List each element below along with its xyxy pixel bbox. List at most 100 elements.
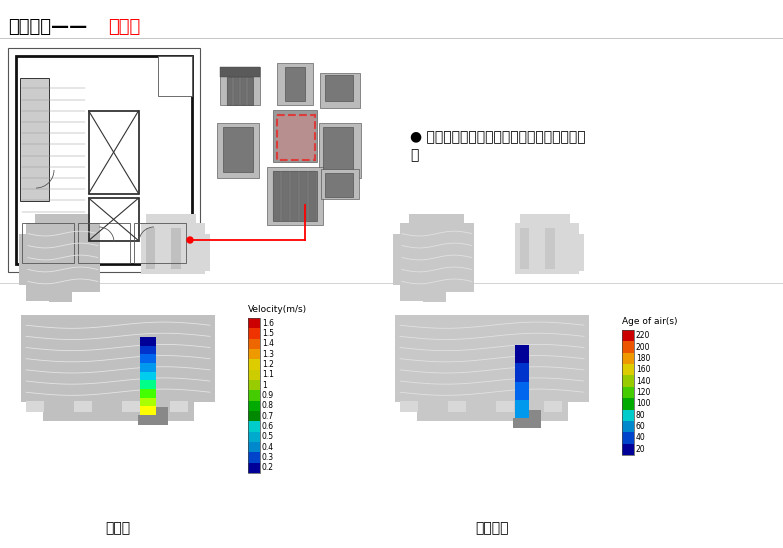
Bar — [248, 421, 260, 432]
Bar — [248, 452, 260, 463]
Bar — [21, 315, 215, 402]
Bar — [16, 56, 192, 264]
Bar — [448, 401, 466, 412]
Text: 1.5: 1.5 — [262, 329, 274, 338]
Text: 80: 80 — [636, 411, 646, 420]
Bar — [138, 415, 168, 425]
Bar — [146, 214, 197, 227]
Bar — [496, 401, 514, 412]
Bar — [200, 234, 210, 271]
Bar — [8, 48, 200, 272]
Bar — [217, 123, 259, 178]
Text: 40: 40 — [636, 433, 646, 442]
Text: 0.5: 0.5 — [262, 432, 274, 441]
Bar — [248, 463, 260, 473]
Bar — [273, 171, 280, 221]
Bar — [319, 123, 361, 178]
Bar — [140, 337, 156, 346]
Bar — [227, 77, 232, 105]
Bar — [140, 372, 156, 381]
Bar — [622, 330, 634, 341]
Bar — [140, 406, 156, 415]
Bar — [513, 418, 541, 428]
Bar — [392, 234, 404, 284]
Bar — [622, 387, 634, 398]
Bar — [622, 341, 634, 353]
Bar — [248, 401, 260, 412]
Bar — [273, 171, 317, 221]
Text: 0.7: 0.7 — [262, 412, 274, 421]
Bar — [515, 345, 529, 364]
Bar — [515, 223, 579, 273]
Bar — [325, 173, 353, 197]
Text: 风速图: 风速图 — [106, 521, 131, 535]
Bar — [248, 318, 260, 329]
Bar — [622, 421, 634, 432]
Bar — [88, 198, 139, 241]
Text: 性能评价——: 性能评价—— — [8, 18, 87, 36]
Bar — [622, 409, 634, 421]
Text: Age of air(s): Age of air(s) — [622, 317, 677, 326]
Bar — [78, 222, 130, 263]
Bar — [140, 346, 156, 355]
Bar — [26, 287, 49, 301]
Bar — [42, 402, 194, 421]
Bar — [529, 410, 541, 428]
Bar — [220, 67, 260, 105]
Bar — [121, 401, 140, 412]
Bar — [622, 375, 634, 387]
Bar — [267, 167, 323, 225]
Bar — [291, 171, 298, 221]
Bar — [325, 75, 353, 101]
Bar — [520, 214, 570, 227]
Text: 60: 60 — [636, 422, 646, 431]
Bar — [141, 223, 205, 273]
Bar — [26, 223, 99, 292]
Bar — [622, 398, 634, 410]
Bar — [575, 234, 584, 271]
Bar — [248, 432, 260, 442]
Bar — [234, 77, 239, 105]
Text: 道: 道 — [410, 148, 418, 162]
Bar — [622, 330, 634, 455]
Bar — [568, 315, 589, 402]
Bar — [622, 444, 634, 455]
Text: 0.2: 0.2 — [262, 463, 274, 472]
Bar — [285, 67, 305, 101]
Bar — [277, 63, 313, 105]
Text: 1.4: 1.4 — [262, 339, 274, 349]
Bar — [248, 349, 260, 359]
Bar — [35, 214, 90, 225]
Bar — [400, 401, 418, 412]
Bar — [248, 411, 260, 421]
Bar — [622, 364, 634, 376]
Bar — [400, 287, 423, 301]
Bar — [171, 227, 181, 269]
Bar — [194, 315, 215, 402]
Bar — [248, 390, 260, 401]
Text: 140: 140 — [636, 376, 651, 386]
Bar — [558, 227, 568, 269]
Text: 1.2: 1.2 — [262, 360, 274, 369]
Bar — [400, 223, 474, 292]
Bar — [248, 380, 260, 391]
Text: 220: 220 — [636, 331, 651, 340]
Bar — [515, 399, 529, 419]
Text: 120: 120 — [636, 388, 651, 397]
Bar — [323, 127, 353, 172]
Bar — [170, 401, 188, 412]
Bar — [140, 355, 156, 363]
Bar — [227, 77, 253, 105]
Text: 1.6: 1.6 — [262, 319, 274, 328]
Bar — [277, 115, 315, 160]
Bar — [273, 110, 317, 162]
Bar — [321, 169, 359, 199]
Bar — [248, 328, 260, 339]
Text: 0.9: 0.9 — [262, 391, 274, 400]
Bar — [248, 77, 253, 105]
Bar — [49, 291, 72, 302]
Text: 20: 20 — [636, 445, 646, 454]
Bar — [74, 401, 92, 412]
Bar — [134, 222, 186, 263]
Text: 0.3: 0.3 — [262, 453, 274, 462]
